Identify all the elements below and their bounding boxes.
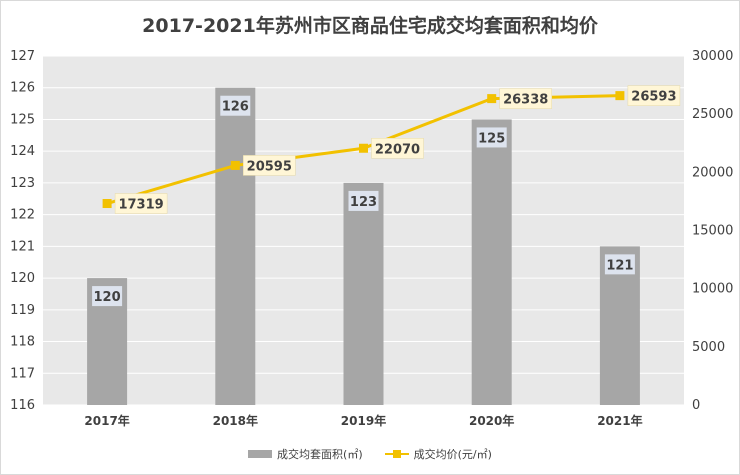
bar-label-bg [92,286,123,307]
y-right-tick: 10000 [692,282,733,297]
legend-item-area: 成交均套面积(㎡) [248,446,363,462]
line-label: 22070 [375,142,420,157]
bar-label: 123 [350,195,377,210]
x-tick: 2019年 [341,413,386,428]
y-left-tick: 125 [10,112,35,127]
line-marker [615,91,625,101]
line-label: 17319 [118,198,163,213]
y-left-tick: 126 [10,81,35,96]
line-label: 26593 [631,90,676,105]
line-label-bg [114,193,168,214]
bar-label-bg [476,127,507,148]
line-marker [487,94,497,104]
y-left-tick: 118 [10,335,35,350]
bar-label-bg [604,254,635,275]
x-tick: 2020年 [469,413,514,428]
legend-swatch-line [384,449,409,459]
bar-label-bg [220,95,251,116]
chart-svg: 116 117 118 119 120 121 122 123 124 125 126 127 0 500… [10,49,733,428]
y-left-tick: 116 [10,398,35,413]
y-right-tick: 30000 [692,49,733,64]
bar [215,87,256,406]
x-tick: 2021年 [597,413,642,428]
x-tick: 2017年 [84,413,129,428]
y-left-tick: 122 [10,208,35,223]
line-label-bg [371,138,424,159]
line-label: 26338 [503,93,548,108]
line-label-bg [499,88,552,109]
bar-label: 121 [606,258,633,273]
line-label: 20595 [247,159,292,174]
y-right-tick: 25000 [692,107,733,122]
y-left-tick: 117 [10,366,35,381]
x-tick: 2018年 [213,413,258,428]
legend-swatch-bar [248,450,273,458]
y-right-tick: 0 [692,398,700,413]
bar-label-bg [348,190,379,211]
y-left-tick: 120 [10,271,35,286]
y-left-tick: 119 [10,303,35,318]
legend-label-price: 成交均价(元/㎡) [413,448,492,461]
bar-label: 120 [94,290,121,305]
y-left-tick: 123 [10,176,35,191]
y-right-tick: 5000 [692,340,725,355]
y-right-tick: 15000 [692,224,733,239]
line-label-bg [243,155,296,176]
legend-item-price: 成交均价(元/㎡) [384,446,492,462]
line-marker [230,160,240,170]
bar-label: 125 [478,131,505,146]
bar [343,182,384,405]
y-right-tick: 20000 [692,165,733,180]
legend: 成交均套面积(㎡) 成交均价(元/㎡) [1,446,739,462]
line-label-bg [627,85,681,106]
y-left-tick: 127 [10,49,35,64]
y-left-tick: 121 [10,239,35,254]
bar-label: 126 [222,100,249,115]
legend-label-area: 成交均套面积(㎡) [277,448,363,461]
y-left-tick: 124 [10,144,35,159]
line-marker [359,143,368,153]
chart-title: 2017-2021年苏州市区商品住宅成交均套面积和均价 [142,15,598,37]
bar [471,119,512,406]
line-marker [102,199,112,209]
